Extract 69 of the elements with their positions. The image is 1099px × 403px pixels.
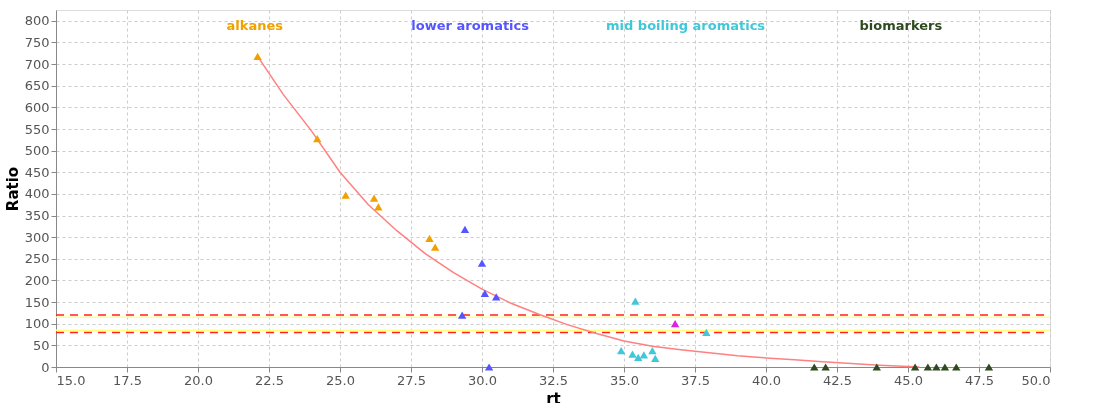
point bbox=[923, 363, 933, 371]
point bbox=[425, 234, 434, 243]
x-tick-label: 20.0 bbox=[184, 372, 213, 388]
text: alkanes bbox=[226, 18, 284, 33]
point bbox=[313, 134, 322, 143]
point bbox=[460, 225, 470, 234]
x-tick-label: 25.0 bbox=[326, 372, 355, 388]
x-tick-label: 47.5 bbox=[965, 372, 994, 388]
point bbox=[932, 363, 941, 371]
point bbox=[648, 346, 657, 355]
point bbox=[492, 293, 501, 301]
point bbox=[634, 353, 643, 362]
x-tick-label: 40.0 bbox=[752, 372, 781, 388]
point bbox=[628, 350, 637, 358]
x-tick-label: 15.0 bbox=[56, 372, 86, 388]
point bbox=[670, 320, 680, 328]
x-axis-title: rt bbox=[546, 389, 561, 403]
point bbox=[940, 363, 950, 371]
point bbox=[810, 363, 819, 371]
point bbox=[616, 346, 626, 355]
x-tick-label: 45.0 bbox=[894, 372, 923, 388]
point bbox=[872, 363, 881, 371]
y-tick-label: 250 bbox=[24, 251, 50, 267]
y-tick-label: 500 bbox=[24, 143, 50, 159]
y-tick-label: 150 bbox=[24, 294, 50, 310]
point bbox=[484, 363, 494, 371]
point bbox=[457, 311, 467, 319]
point bbox=[477, 259, 487, 267]
x-tick-label: 37.5 bbox=[681, 372, 710, 388]
point bbox=[341, 191, 350, 199]
x-tick-label: 35.0 bbox=[610, 372, 639, 388]
point bbox=[952, 363, 961, 371]
point bbox=[374, 203, 383, 211]
point bbox=[639, 351, 649, 359]
point bbox=[910, 363, 920, 371]
y-axis-title: Ratio bbox=[3, 166, 22, 212]
x-tick-label: 42.5 bbox=[823, 372, 852, 388]
text: mid boiling aromatics bbox=[605, 18, 766, 33]
x-tick-label: 30.0 bbox=[468, 372, 497, 388]
y-tick-label: 550 bbox=[24, 121, 50, 137]
point bbox=[631, 297, 640, 305]
x-tick-label: 27.5 bbox=[397, 372, 426, 388]
y-tick-label: 700 bbox=[24, 56, 50, 72]
y-tick-label: 100 bbox=[24, 316, 50, 332]
y-tick-label: 400 bbox=[24, 186, 50, 202]
y-tick-label: 650 bbox=[24, 78, 50, 94]
point bbox=[253, 52, 262, 60]
y-tick-label: 0 bbox=[41, 359, 50, 375]
x-tick-label: 22.5 bbox=[255, 372, 284, 388]
point bbox=[821, 363, 830, 371]
y-tick-label: 600 bbox=[24, 99, 50, 115]
point bbox=[369, 194, 379, 202]
point bbox=[984, 363, 994, 371]
point bbox=[702, 328, 711, 336]
point bbox=[651, 354, 660, 362]
text: lower aromatics bbox=[411, 18, 530, 33]
text: biomarkers bbox=[859, 18, 943, 33]
y-tick-label: 750 bbox=[24, 34, 50, 50]
y-tick-label: 350 bbox=[24, 208, 50, 224]
y-tick-label: 450 bbox=[24, 164, 50, 180]
y-tick-label: 200 bbox=[24, 272, 50, 288]
point bbox=[430, 243, 440, 251]
x-tick-label: 17.5 bbox=[113, 372, 142, 388]
x-tick-label: 50.0 bbox=[1021, 372, 1051, 388]
point bbox=[480, 289, 490, 298]
y-tick-label: 300 bbox=[24, 229, 50, 245]
x-tick-label: 32.5 bbox=[539, 372, 568, 388]
y-tick-label: 50 bbox=[32, 337, 50, 353]
y-tick-label: 800 bbox=[24, 13, 50, 29]
